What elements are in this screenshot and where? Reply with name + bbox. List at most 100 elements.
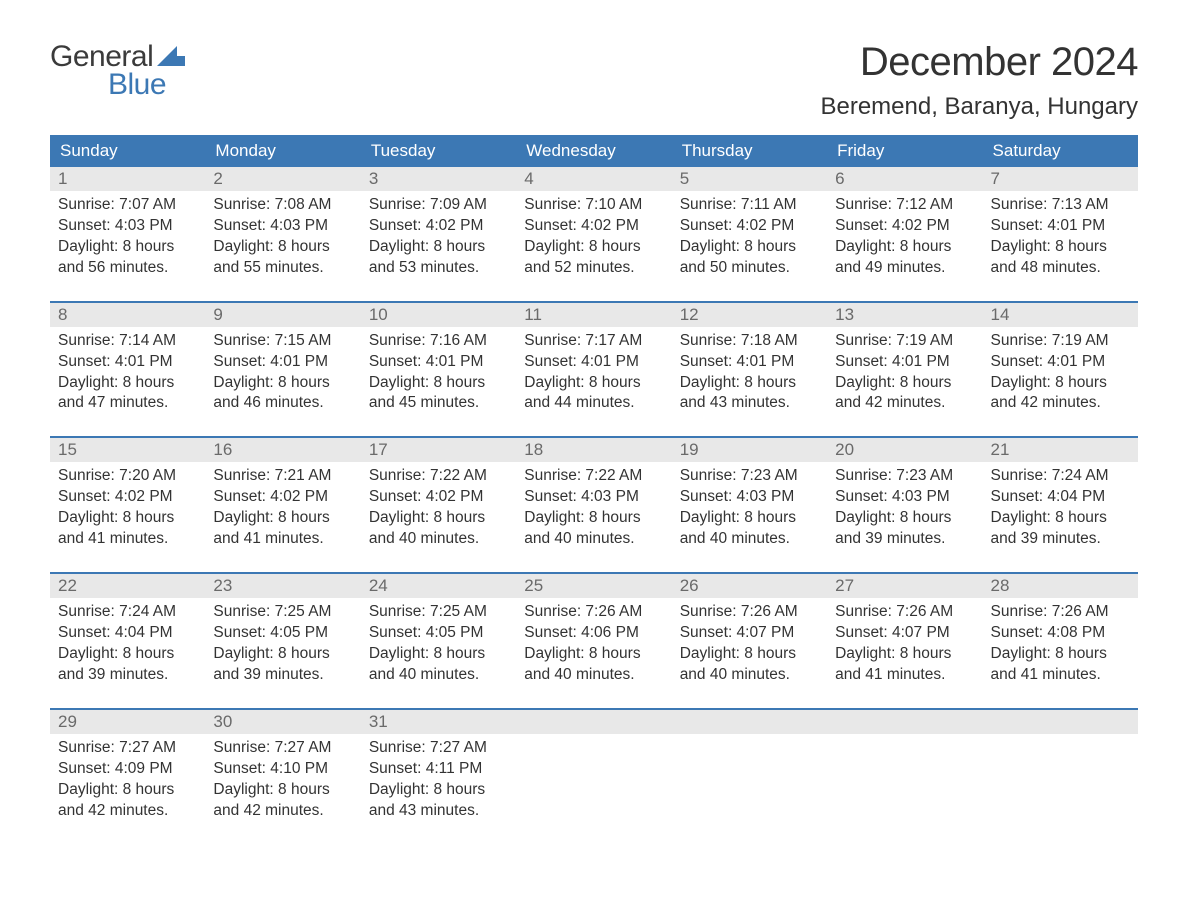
sunrise-line: Sunrise: 7:24 AM bbox=[991, 466, 1130, 487]
sunset-line: Sunset: 4:02 PM bbox=[680, 216, 819, 237]
daylight-line2: and 48 minutes. bbox=[991, 258, 1130, 279]
sunset-line: Sunset: 4:05 PM bbox=[369, 623, 508, 644]
sunrise-line: Sunrise: 7:27 AM bbox=[58, 738, 197, 759]
sunrise-line: Sunrise: 7:09 AM bbox=[369, 195, 508, 216]
daylight-line2: and 53 minutes. bbox=[369, 258, 508, 279]
day-header: Saturday bbox=[983, 135, 1138, 167]
calendar-cell: 20Sunrise: 7:23 AMSunset: 4:03 PMDayligh… bbox=[827, 438, 982, 558]
calendar-cell: 5Sunrise: 7:11 AMSunset: 4:02 PMDaylight… bbox=[672, 167, 827, 287]
cell-body: Sunrise: 7:14 AMSunset: 4:01 PMDaylight:… bbox=[50, 327, 205, 423]
sunrise-line: Sunrise: 7:14 AM bbox=[58, 331, 197, 352]
day-number: 31 bbox=[361, 710, 516, 734]
header: General Blue December 2024 Beremend, Bar… bbox=[50, 40, 1138, 121]
daylight-line2: and 39 minutes. bbox=[991, 529, 1130, 550]
day-number: 30 bbox=[205, 710, 360, 734]
sunrise-line: Sunrise: 7:20 AM bbox=[58, 466, 197, 487]
calendar-cell: 19Sunrise: 7:23 AMSunset: 4:03 PMDayligh… bbox=[672, 438, 827, 558]
sunset-line: Sunset: 4:01 PM bbox=[680, 352, 819, 373]
calendar-cell: 12Sunrise: 7:18 AMSunset: 4:01 PMDayligh… bbox=[672, 303, 827, 423]
calendar-cell: 30Sunrise: 7:27 AMSunset: 4:10 PMDayligh… bbox=[205, 710, 360, 830]
daylight-line2: and 41 minutes. bbox=[835, 665, 974, 686]
sunset-line: Sunset: 4:01 PM bbox=[369, 352, 508, 373]
calendar-cell: 31Sunrise: 7:27 AMSunset: 4:11 PMDayligh… bbox=[361, 710, 516, 830]
sunset-line: Sunset: 4:02 PM bbox=[524, 216, 663, 237]
daylight-line1: Daylight: 8 hours bbox=[680, 644, 819, 665]
sunset-line: Sunset: 4:01 PM bbox=[991, 216, 1130, 237]
cell-body: Sunrise: 7:27 AMSunset: 4:11 PMDaylight:… bbox=[361, 734, 516, 830]
day-number: 21 bbox=[983, 438, 1138, 462]
cell-body: Sunrise: 7:22 AMSunset: 4:03 PMDaylight:… bbox=[516, 462, 671, 558]
day-number: 17 bbox=[361, 438, 516, 462]
daylight-line1: Daylight: 8 hours bbox=[991, 644, 1130, 665]
daylight-line1: Daylight: 8 hours bbox=[369, 508, 508, 529]
day-number bbox=[672, 710, 827, 734]
day-header: Sunday bbox=[50, 135, 205, 167]
day-number: 13 bbox=[827, 303, 982, 327]
logo: General Blue bbox=[50, 40, 185, 102]
calendar-cell: 17Sunrise: 7:22 AMSunset: 4:02 PMDayligh… bbox=[361, 438, 516, 558]
cell-body: Sunrise: 7:19 AMSunset: 4:01 PMDaylight:… bbox=[983, 327, 1138, 423]
cell-body: Sunrise: 7:19 AMSunset: 4:01 PMDaylight:… bbox=[827, 327, 982, 423]
day-header: Friday bbox=[827, 135, 982, 167]
cell-body: Sunrise: 7:26 AMSunset: 4:07 PMDaylight:… bbox=[827, 598, 982, 694]
week-row: 22Sunrise: 7:24 AMSunset: 4:04 PMDayligh… bbox=[50, 572, 1138, 694]
daylight-line1: Daylight: 8 hours bbox=[369, 644, 508, 665]
day-number: 22 bbox=[50, 574, 205, 598]
day-number: 2 bbox=[205, 167, 360, 191]
day-number: 3 bbox=[361, 167, 516, 191]
sunrise-line: Sunrise: 7:12 AM bbox=[835, 195, 974, 216]
cell-body: Sunrise: 7:23 AMSunset: 4:03 PMDaylight:… bbox=[827, 462, 982, 558]
sunrise-line: Sunrise: 7:23 AM bbox=[680, 466, 819, 487]
daylight-line1: Daylight: 8 hours bbox=[58, 780, 197, 801]
cell-body: Sunrise: 7:23 AMSunset: 4:03 PMDaylight:… bbox=[672, 462, 827, 558]
day-number: 11 bbox=[516, 303, 671, 327]
cell-body: Sunrise: 7:26 AMSunset: 4:08 PMDaylight:… bbox=[983, 598, 1138, 694]
daylight-line1: Daylight: 8 hours bbox=[58, 237, 197, 258]
calendar-cell: 11Sunrise: 7:17 AMSunset: 4:01 PMDayligh… bbox=[516, 303, 671, 423]
day-number: 7 bbox=[983, 167, 1138, 191]
sunset-line: Sunset: 4:07 PM bbox=[680, 623, 819, 644]
daylight-line1: Daylight: 8 hours bbox=[524, 508, 663, 529]
daylight-line2: and 50 minutes. bbox=[680, 258, 819, 279]
cell-body: Sunrise: 7:18 AMSunset: 4:01 PMDaylight:… bbox=[672, 327, 827, 423]
calendar-cell: 23Sunrise: 7:25 AMSunset: 4:05 PMDayligh… bbox=[205, 574, 360, 694]
sunrise-line: Sunrise: 7:26 AM bbox=[835, 602, 974, 623]
week-row: 29Sunrise: 7:27 AMSunset: 4:09 PMDayligh… bbox=[50, 708, 1138, 830]
daylight-line1: Daylight: 8 hours bbox=[213, 373, 352, 394]
day-number: 4 bbox=[516, 167, 671, 191]
logo-word2: Blue bbox=[108, 68, 166, 102]
sunset-line: Sunset: 4:08 PM bbox=[991, 623, 1130, 644]
day-header: Tuesday bbox=[361, 135, 516, 167]
sunrise-line: Sunrise: 7:26 AM bbox=[680, 602, 819, 623]
calendar-cell: 4Sunrise: 7:10 AMSunset: 4:02 PMDaylight… bbox=[516, 167, 671, 287]
daylight-line2: and 55 minutes. bbox=[213, 258, 352, 279]
sunrise-line: Sunrise: 7:15 AM bbox=[213, 331, 352, 352]
week-row: 1Sunrise: 7:07 AMSunset: 4:03 PMDaylight… bbox=[50, 167, 1138, 287]
cell-body: Sunrise: 7:12 AMSunset: 4:02 PMDaylight:… bbox=[827, 191, 982, 287]
calendar-cell: 26Sunrise: 7:26 AMSunset: 4:07 PMDayligh… bbox=[672, 574, 827, 694]
day-number bbox=[827, 710, 982, 734]
cell-body: Sunrise: 7:27 AMSunset: 4:10 PMDaylight:… bbox=[205, 734, 360, 830]
day-number: 25 bbox=[516, 574, 671, 598]
daylight-line1: Daylight: 8 hours bbox=[369, 780, 508, 801]
daylight-line1: Daylight: 8 hours bbox=[213, 237, 352, 258]
daylight-line2: and 45 minutes. bbox=[369, 393, 508, 414]
daylight-line2: and 52 minutes. bbox=[524, 258, 663, 279]
daylight-line2: and 42 minutes. bbox=[835, 393, 974, 414]
daylight-line1: Daylight: 8 hours bbox=[680, 373, 819, 394]
daylight-line1: Daylight: 8 hours bbox=[58, 508, 197, 529]
calendar-cell: 1Sunrise: 7:07 AMSunset: 4:03 PMDaylight… bbox=[50, 167, 205, 287]
day-number: 19 bbox=[672, 438, 827, 462]
cell-body: Sunrise: 7:25 AMSunset: 4:05 PMDaylight:… bbox=[361, 598, 516, 694]
daylight-line1: Daylight: 8 hours bbox=[58, 373, 197, 394]
sunrise-line: Sunrise: 7:22 AM bbox=[524, 466, 663, 487]
cell-body: Sunrise: 7:10 AMSunset: 4:02 PMDaylight:… bbox=[516, 191, 671, 287]
daylight-line1: Daylight: 8 hours bbox=[213, 644, 352, 665]
daylight-line2: and 40 minutes. bbox=[369, 665, 508, 686]
daylight-line2: and 42 minutes. bbox=[58, 801, 197, 822]
daylight-line1: Daylight: 8 hours bbox=[835, 508, 974, 529]
sunrise-line: Sunrise: 7:08 AM bbox=[213, 195, 352, 216]
cell-body: Sunrise: 7:22 AMSunset: 4:02 PMDaylight:… bbox=[361, 462, 516, 558]
calendar-cell bbox=[827, 710, 982, 830]
day-number: 14 bbox=[983, 303, 1138, 327]
